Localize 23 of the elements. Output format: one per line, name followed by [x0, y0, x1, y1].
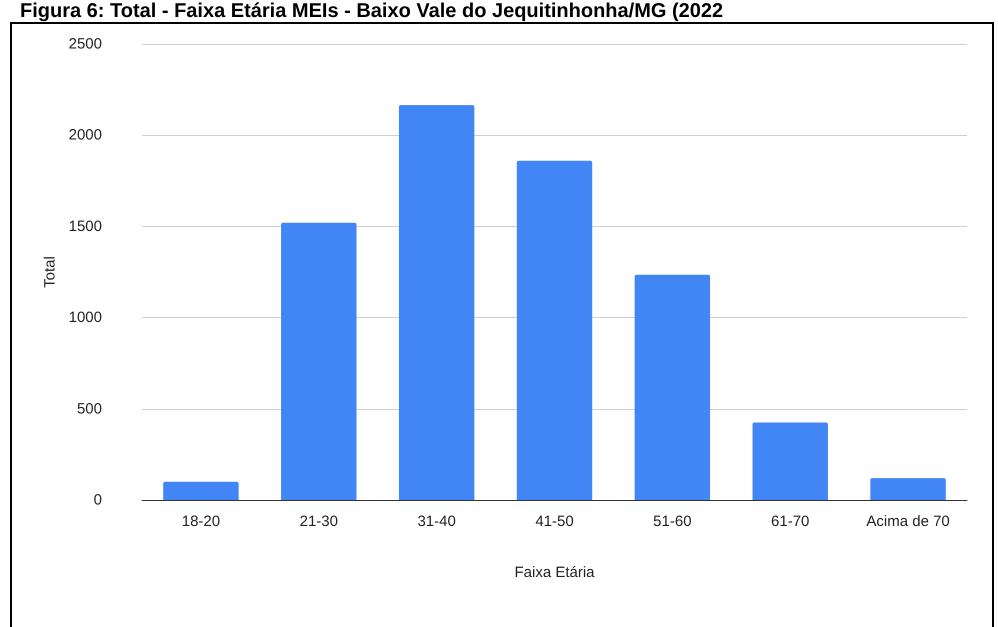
- x-tick-label: Acima de 70: [866, 513, 950, 530]
- x-tick-label: 61-70: [771, 513, 810, 530]
- bar: [398, 105, 474, 500]
- bar: [634, 274, 710, 500]
- y-tick-label: 1500: [68, 218, 102, 235]
- bar: [163, 482, 239, 500]
- bar: [870, 478, 946, 500]
- y-tick-label: 0: [94, 492, 102, 508]
- x-tick-label: 31-40: [417, 513, 456, 530]
- x-tick-label: 41-50: [535, 513, 574, 530]
- y-tick-label: 2000: [68, 126, 102, 144]
- bar: [752, 422, 828, 500]
- y-tick-label: 500: [76, 400, 102, 418]
- y-tick-label: 1000: [68, 309, 102, 326]
- bar: [281, 222, 356, 500]
- y-tick-label: 2500: [68, 36, 102, 52]
- x-tick-label: 51-60: [653, 513, 692, 530]
- x-tick-label: 21-30: [300, 513, 338, 530]
- chart-title: Figura 6: Total - Faixa Etária MEIs - Baixo Vale do Jequitinhonha/MG (2022: [20, 0, 724, 23]
- bar: [516, 160, 592, 500]
- x-tick-label: 18-20: [182, 513, 220, 530]
- x-axis-title: Faixa Etária: [514, 564, 596, 581]
- y-axis-title: Total: [42, 256, 59, 288]
